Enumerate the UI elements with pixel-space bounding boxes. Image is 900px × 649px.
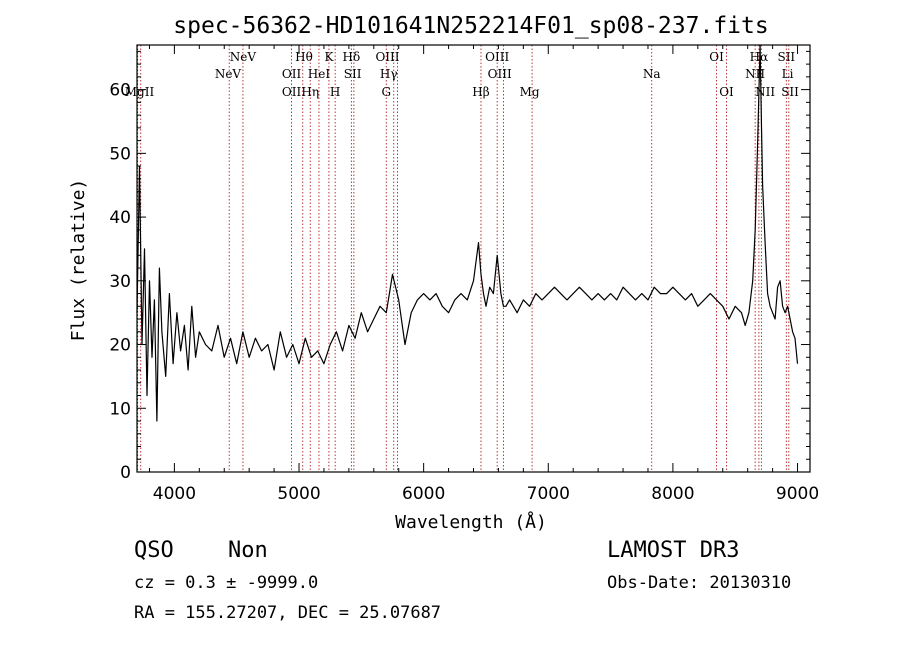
emission-line-label: Li	[782, 67, 794, 81]
emission-line-label: Na	[643, 67, 661, 81]
coordinates: RA = 155.27207, DEC = 25.07687	[134, 603, 442, 623]
x-tick-label: 7000	[527, 484, 570, 504]
emission-line-label: OIII	[485, 50, 509, 64]
survey-name: LAMOST DR3	[607, 538, 740, 563]
y-tick-label: 10	[109, 399, 131, 419]
emission-line-label: G	[381, 85, 391, 99]
emission-line-label: SII	[777, 50, 795, 64]
object-subclass: Non	[228, 538, 268, 563]
emission-line-label: SII	[781, 85, 799, 99]
emission-line-label: Hγ	[380, 67, 398, 81]
emission-line-markers	[137, 45, 790, 472]
emission-line-label: NeV	[230, 50, 257, 64]
emission-line-label: NeV	[215, 67, 242, 81]
emission-line-label: H	[330, 85, 340, 99]
x-tick-label: 8000	[651, 484, 694, 504]
y-tick-label: 0	[120, 463, 131, 483]
emission-line-label: OI	[719, 85, 734, 99]
emission-line-label: Hθ	[295, 50, 313, 64]
emission-line-label: Hα	[750, 50, 769, 64]
emission-line-label: OII	[282, 67, 302, 81]
y-tick-label: 40	[109, 208, 131, 228]
spectrum-chart: spec-56362-HD101641N252214F01_sp08-237.f…	[68, 13, 819, 533]
x-tick-label: 6000	[402, 484, 445, 504]
y-tick-label: 30	[109, 272, 131, 292]
x-tick-label: 4000	[153, 484, 196, 504]
emission-line-label: MgII	[125, 85, 155, 99]
spectrum-series	[136, 44, 799, 422]
plot-frame	[136, 44, 811, 473]
emission-line-label: OIII	[488, 67, 512, 81]
redshift-cz: cz = 0.3 ± -9999.0	[134, 573, 319, 593]
emission-line-label: OI	[709, 50, 724, 64]
emission-line-label: SII	[344, 67, 362, 81]
emission-line-label: HeI	[308, 67, 331, 81]
emission-line-label: Hδ	[343, 50, 361, 64]
x-tick-label: 5000	[277, 484, 320, 504]
emission-line-label: K	[324, 50, 334, 64]
spectrum-line	[136, 44, 799, 422]
emission-line-label: NII	[755, 85, 775, 99]
emission-line-label: OII	[282, 85, 302, 99]
observation-date: Obs-Date: 20130310	[607, 573, 792, 593]
emission-line-label: OIII	[375, 50, 399, 64]
x-tick-label: 9000	[776, 484, 819, 504]
emission-line-label: Mg	[520, 85, 540, 99]
chart-title: spec-56362-HD101641N252214F01_sp08-237.f…	[173, 13, 768, 39]
x-axis-ticks: 4000 5000 6000 7000 8000 9000	[148, 45, 819, 504]
y-axis-label: Flux (relative)	[68, 179, 89, 342]
emission-line-label: Hη	[301, 85, 319, 99]
emission-line-label: Hβ	[472, 85, 489, 99]
object-class: QSO	[134, 538, 174, 563]
emission-line-labels: MgII NeV NeV OII OII Hθ Hη HeI K H Hδ SII OIII Hγ G Hβ O…	[125, 50, 799, 99]
x-axis-label: Wavelength (Å)	[395, 511, 547, 533]
y-tick-label: 50	[109, 144, 131, 164]
y-tick-label: 60	[109, 81, 131, 101]
y-axis-ticks: 0 10 20 30 40 50 60	[109, 50, 810, 483]
y-tick-label: 20	[109, 336, 131, 356]
emission-line-label: NII	[745, 67, 765, 81]
